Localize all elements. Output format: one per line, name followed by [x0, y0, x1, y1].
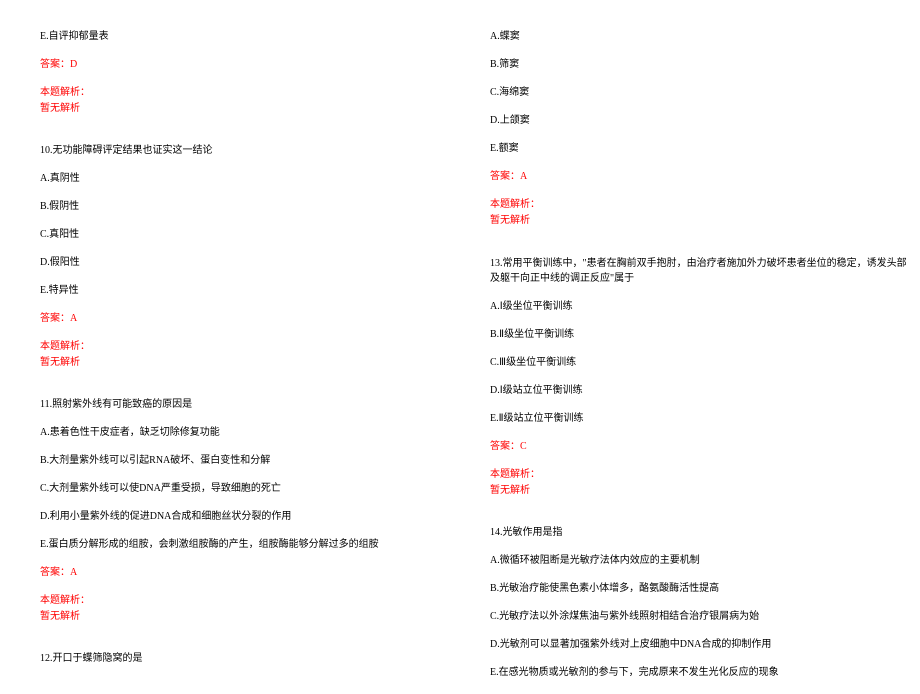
q13-option-c: C.Ⅲ级坐位平衡训练: [490, 356, 910, 370]
q10-option-b: B.假阴性: [40, 200, 460, 214]
q10-stem: 10.无功能障碍评定结果也证实这一结论: [40, 144, 460, 158]
q13-answer: 答案：C: [490, 440, 910, 454]
q14-option-c: C.光敏疗法以外涂煤焦油与紫外线照射相结合治疗银屑病为始: [490, 610, 910, 624]
q12-answer: 答案：A: [490, 170, 910, 184]
q14-option-e: E.在感光物质或光敏剂的参与下，完成原来不发生光化反应的现象: [490, 666, 910, 680]
q10-answer: 答案：A: [40, 312, 460, 326]
q13-analysis-label: 本题解析：: [490, 468, 910, 482]
q11-answer: 答案：A: [40, 566, 460, 580]
q11-option-b: B.大剂量紫外线可以引起RNA破坏、蛋白变性和分解: [40, 454, 460, 468]
q14-option-d: D.光敏剂可以显著加强紫外线对上皮细胞中DNA合成的抑制作用: [490, 638, 910, 652]
q14-option-a: A.微循环被阻断是光敏疗法体内效应的主要机制: [490, 554, 910, 568]
q11-option-d: D.利用小量紫外线的促进DNA合成和细胞丝状分裂的作用: [40, 510, 460, 524]
q10-analysis-text: 暂无解析: [40, 356, 460, 370]
q11-option-a: A.患着色性干皮症者，缺乏切除修复功能: [40, 426, 460, 440]
q14-option-b: B.光敏治疗能使黑色素小体增多，酪氨酸酶活性提高: [490, 582, 910, 596]
q12-analysis-text: 暂无解析: [490, 214, 910, 228]
q9-analysis-label: 本题解析：: [40, 86, 460, 100]
q12-option-a: A.蝶窦: [490, 30, 910, 44]
q12-option-c: C.海绵窦: [490, 86, 910, 100]
q9-answer: 答案：D: [40, 58, 460, 72]
q9-option-e: E.自评抑郁量表: [40, 30, 460, 44]
q11-option-c: C.大剂量紫外线可以使DNA严重受损，导致细胞的死亡: [40, 482, 460, 496]
q12-option-b: B.筛窦: [490, 58, 910, 72]
q13-option-d: D.Ⅰ级站立位平衡训练: [490, 384, 910, 398]
q13-analysis-text: 暂无解析: [490, 484, 910, 498]
q12-analysis-label: 本题解析：: [490, 198, 910, 212]
q10-option-d: D.假阳性: [40, 256, 460, 270]
q11-option-e: E.蛋白质分解形成的组胺，会刺激组胺酶的产生，组胺酶能够分解过多的组胺: [40, 538, 460, 552]
q11-analysis-label: 本题解析：: [40, 594, 460, 608]
q13-stem: 13.常用平衡训练中，"患者在胸前双手抱肘，由治疗者施加外力破坏患者坐位的稳定，…: [490, 256, 910, 286]
q14-stem: 14.光敏作用是指: [490, 526, 910, 540]
q12-option-e: E.额窦: [490, 142, 910, 156]
q10-option-c: C.真阳性: [40, 228, 460, 242]
q10-analysis-label: 本题解析：: [40, 340, 460, 354]
q10-option-e: E.特异性: [40, 284, 460, 298]
q12-option-d: D.上颌窦: [490, 114, 910, 128]
q10-option-a: A.真阴性: [40, 172, 460, 186]
q9-analysis-text: 暂无解析: [40, 102, 460, 116]
q11-analysis-text: 暂无解析: [40, 610, 460, 624]
q12-stem: 12.开口于蝶筛隐窝的是: [40, 652, 460, 666]
q13-option-b: B.Ⅱ级坐位平衡训练: [490, 328, 910, 342]
q13-option-a: A.Ⅰ级坐位平衡训练: [490, 300, 910, 314]
q13-option-e: E.Ⅱ级站立位平衡训练: [490, 412, 910, 426]
q11-stem: 11.照射紫外线有可能致癌的原因是: [40, 398, 460, 412]
